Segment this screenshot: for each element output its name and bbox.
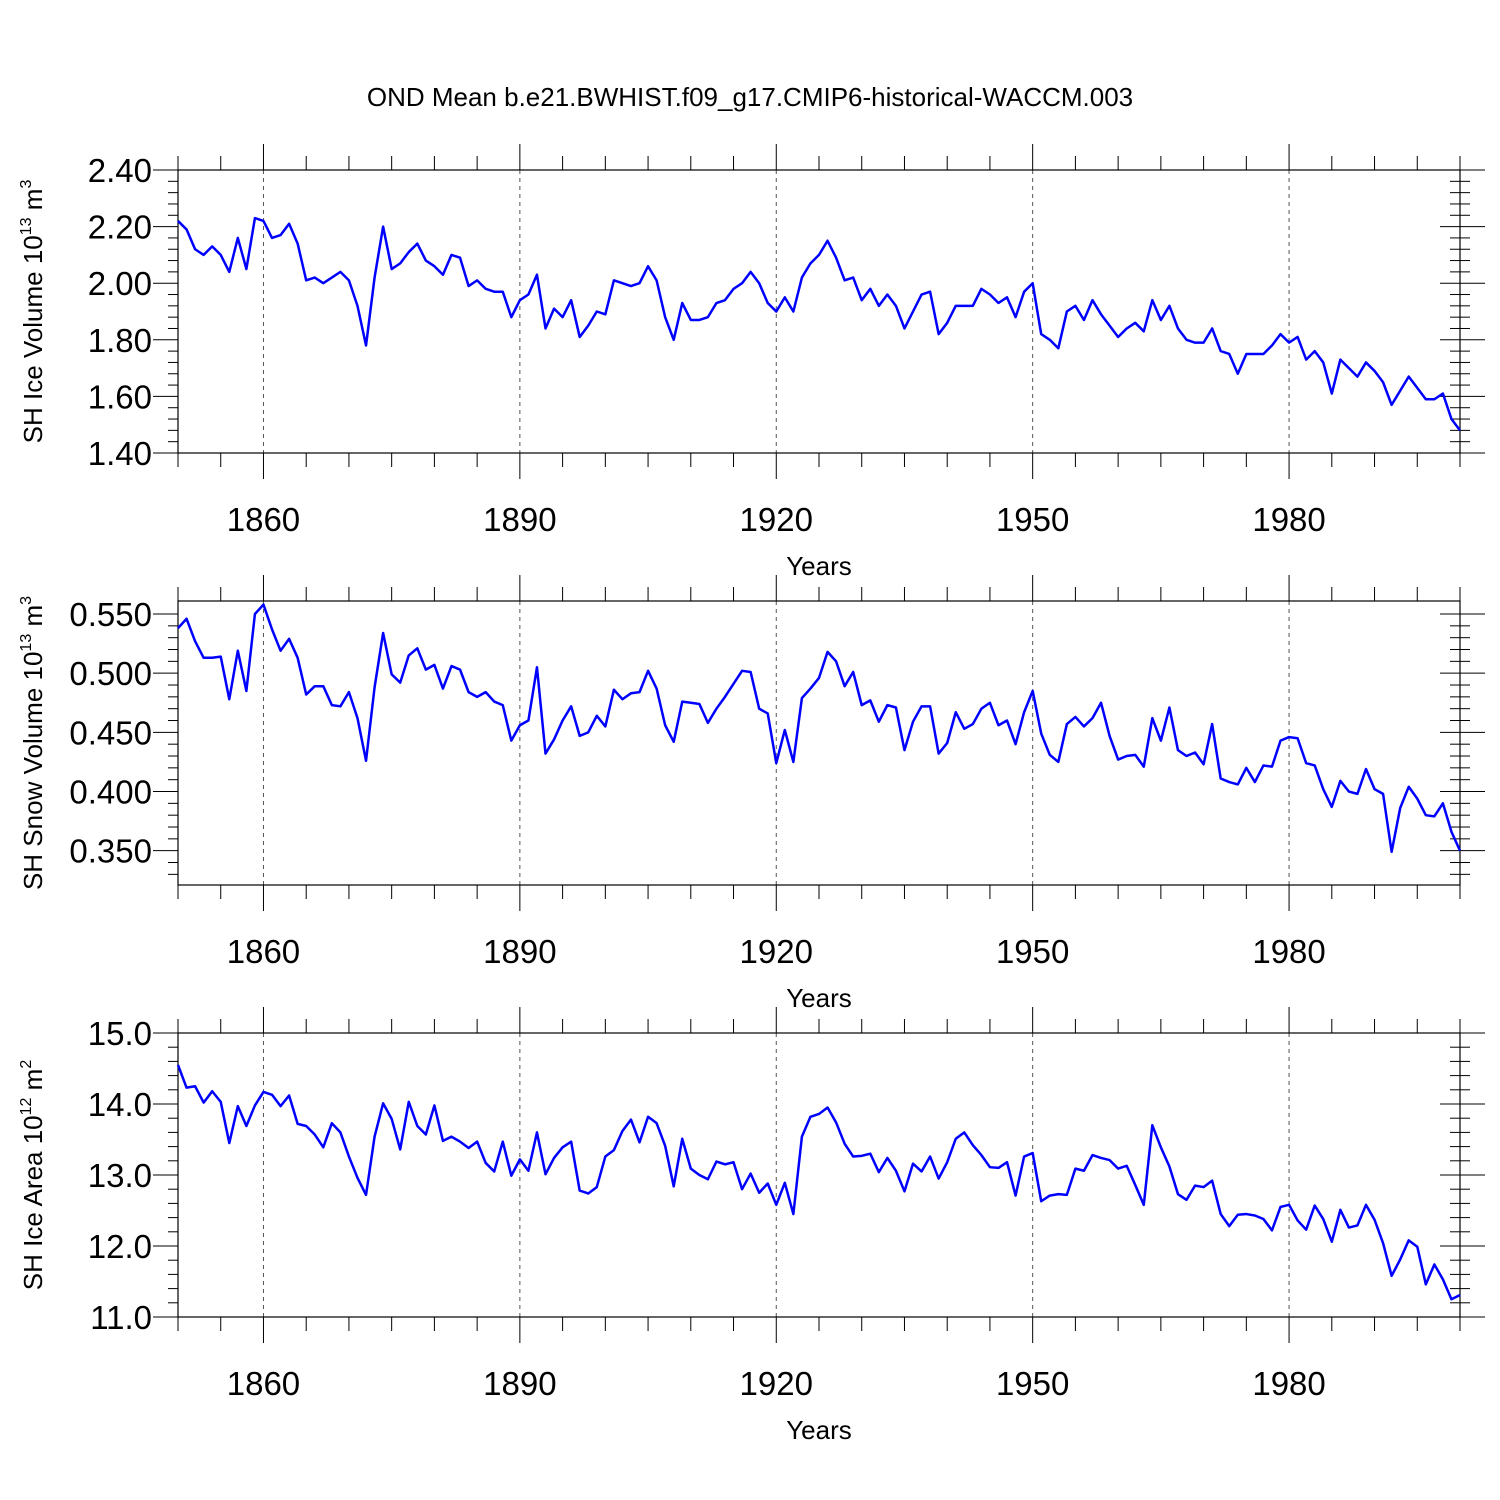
y-tick-label: 11.0 bbox=[90, 1299, 152, 1336]
y-tick-label: 13.0 bbox=[88, 1157, 152, 1194]
y-axis-label: SH Snow Volume 1013 m3 bbox=[18, 596, 48, 890]
x-axis-label: Years bbox=[786, 983, 852, 1013]
y-tick-label: 0.450 bbox=[69, 714, 152, 751]
y-tick-label: 2.00 bbox=[88, 265, 152, 302]
y-tick-label: 2.40 bbox=[88, 152, 152, 189]
y-axis-label: SH Ice Area 1012 m2 bbox=[18, 1060, 48, 1291]
y-tick-label: 0.550 bbox=[69, 596, 152, 633]
y-tick-label: 0.500 bbox=[69, 655, 152, 692]
x-tick-label: 1860 bbox=[227, 933, 300, 970]
chart-panel-1: 1860 1890 1920 1950 1980 1.40 1.60 1.80 2.00 2.20… bbox=[18, 144, 1485, 581]
series-line bbox=[176, 1064, 1461, 1301]
x-tick-label: 1950 bbox=[996, 1365, 1069, 1402]
x-tick-label: 1860 bbox=[227, 1365, 300, 1402]
x-tick-label: 1860 bbox=[227, 501, 300, 538]
panels: 1860 1890 1920 1950 1980 1.40 1.60 1.80 2.00 2.20… bbox=[18, 144, 1485, 1445]
x-tick-label: 1890 bbox=[483, 1365, 556, 1402]
chart-panel-3: 1860 1890 1920 1950 1980 11.0 12.0 13.0 14.0 15.0… bbox=[18, 1007, 1485, 1445]
x-tick-label: 1920 bbox=[740, 501, 813, 538]
x-tick-label: 1890 bbox=[483, 501, 556, 538]
y-tick-label: 1.40 bbox=[88, 435, 152, 472]
figure-title: OND Mean b.e21.BWHIST.f09_g17.CMIP6-hist… bbox=[367, 82, 1133, 112]
x-tick-label: 1980 bbox=[1252, 1365, 1325, 1402]
y-tick-label: 14.0 bbox=[88, 1086, 152, 1123]
x-tick-label: 1980 bbox=[1252, 501, 1325, 538]
x-tick-label: 1920 bbox=[740, 933, 813, 970]
series-line bbox=[177, 603, 1462, 854]
y-axis-label: SH Ice Volume 1013 m3 bbox=[18, 180, 48, 444]
x-axis-label: Years bbox=[786, 551, 852, 581]
y-tick-label: 0.400 bbox=[69, 774, 152, 811]
y-tick-label: 15.0 bbox=[88, 1015, 152, 1052]
x-tick-label: 1980 bbox=[1252, 933, 1325, 970]
y-tick-label: 0.350 bbox=[69, 833, 152, 870]
y-tick-label: 1.80 bbox=[88, 322, 152, 359]
x-tick-label: 1950 bbox=[996, 933, 1069, 970]
y-tick-label: 2.20 bbox=[88, 209, 152, 246]
x-tick-label: 1890 bbox=[483, 933, 556, 970]
chart-panel-2: 1860 1890 1920 1950 1980 0.350 0.400 0.450 0.500… bbox=[18, 575, 1485, 1013]
series-line bbox=[177, 216, 1461, 432]
x-tick-label: 1920 bbox=[740, 1365, 813, 1402]
x-tick-label: 1950 bbox=[996, 501, 1069, 538]
x-axis-label: Years bbox=[786, 1415, 852, 1445]
y-tick-label: 1.60 bbox=[88, 378, 152, 415]
y-tick-label: 12.0 bbox=[88, 1228, 152, 1265]
